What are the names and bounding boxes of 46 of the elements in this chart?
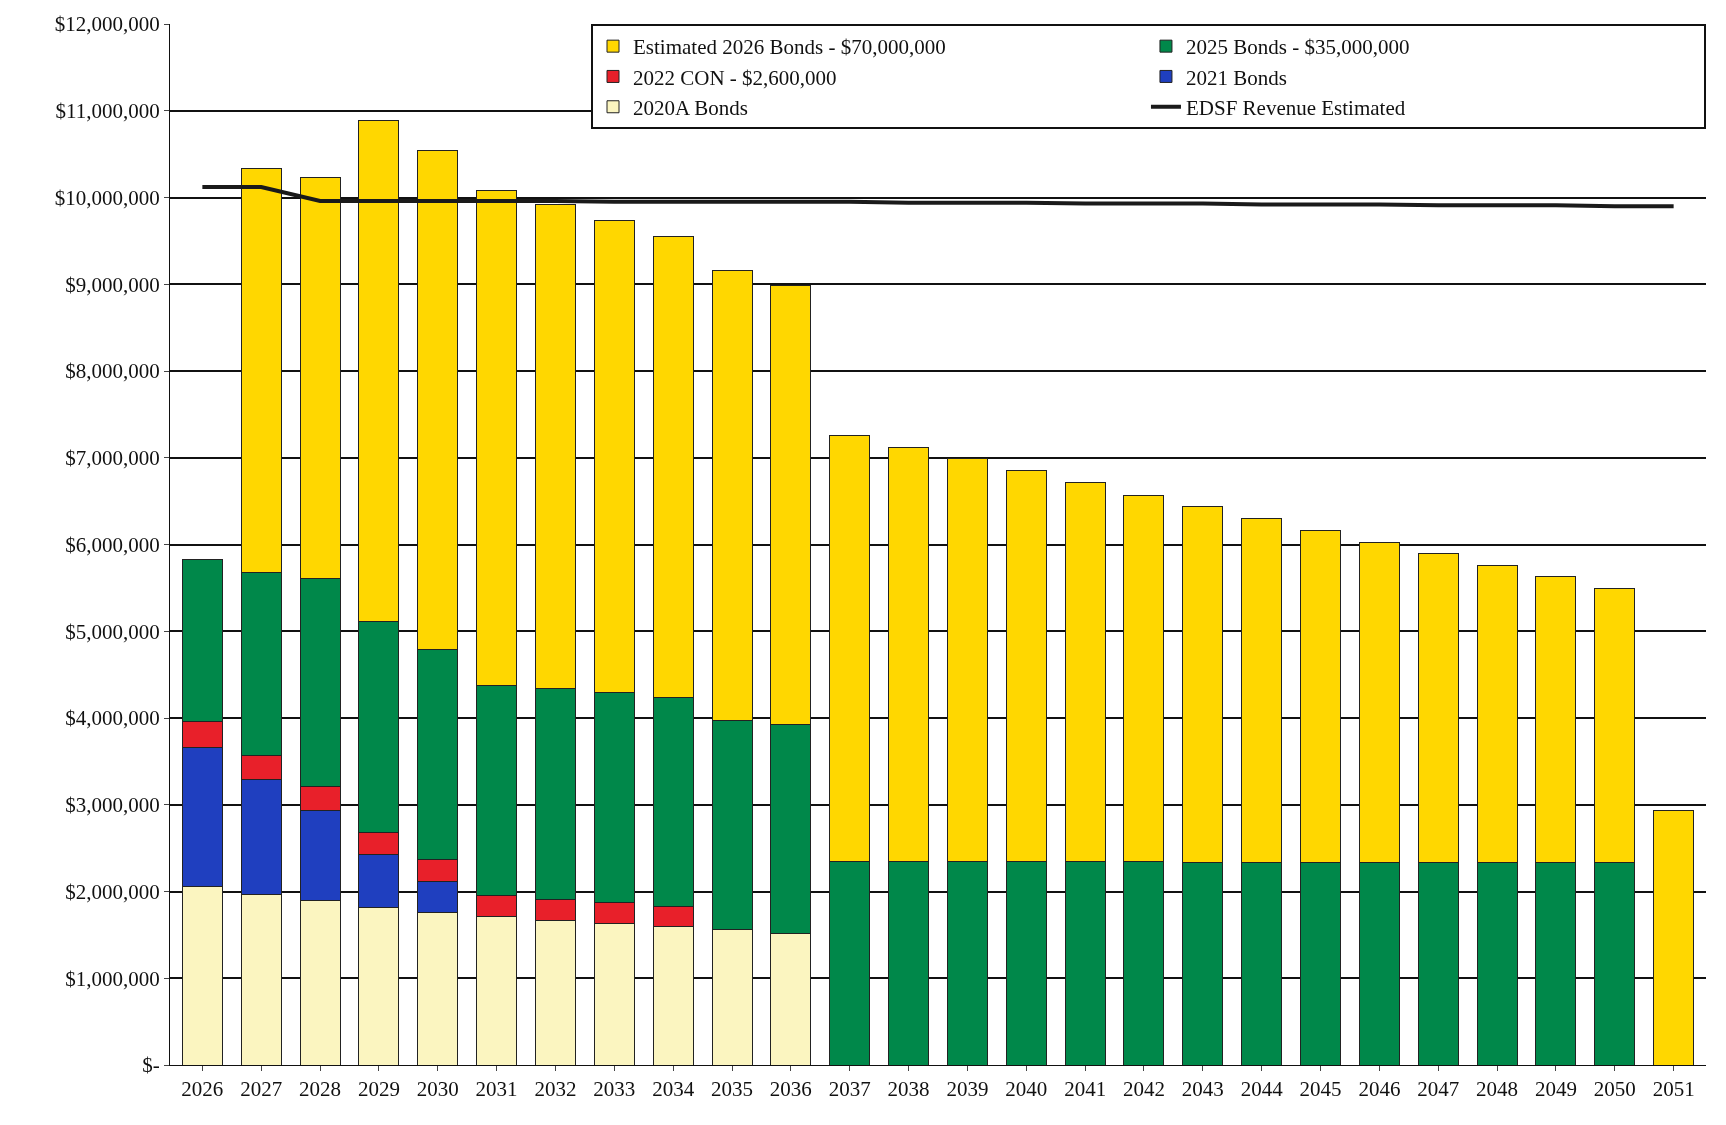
y-tick-label: $3,000,000 xyxy=(65,793,160,818)
y-tick-label: $6,000,000 xyxy=(65,532,160,557)
x-tick-label: 2049 xyxy=(1534,1077,1577,1102)
x-tick-label: 2035 xyxy=(711,1077,754,1102)
legend-label: EDSF Revenue Estimated xyxy=(1185,95,1406,120)
y-tick-label: $8,000,000 xyxy=(65,359,160,384)
x-tick-label: 2036 xyxy=(769,1077,812,1102)
x-tick-label: 2043 xyxy=(1181,1077,1224,1102)
x-tick-label: 2046 xyxy=(1358,1077,1401,1102)
y-tick-label: $5,000,000 xyxy=(65,619,160,644)
legend-label: 2021 Bonds xyxy=(1185,65,1287,90)
x-tick-label: 2033 xyxy=(593,1077,636,1102)
y-tick-label: $7,000,000 xyxy=(65,446,160,471)
y-tick-label: $- xyxy=(142,1053,160,1078)
y-tick-label: $10,000,000 xyxy=(54,185,160,210)
x-tick-label: 2027 xyxy=(240,1077,283,1102)
legend-label: Estimated 2026 Bonds - $70,000,000 xyxy=(633,35,946,60)
x-tick-label: 2029 xyxy=(357,1077,400,1102)
y-tick-label: $12,000,000 xyxy=(54,12,160,37)
x-tick-label: 2031 xyxy=(475,1077,518,1102)
x-tick-label: 2045 xyxy=(1299,1077,1342,1102)
x-tick-label: 2039 xyxy=(946,1077,989,1102)
y-tick-label: $9,000,000 xyxy=(65,272,160,297)
y-tick-label: $4,000,000 xyxy=(65,706,160,731)
x-tick-label: 2037 xyxy=(828,1077,871,1102)
legend-label: 2022 CON - $2,600,000 xyxy=(633,65,837,90)
x-tick-label: 2051 xyxy=(1652,1077,1695,1102)
y-tick-label: $11,000,000 xyxy=(55,99,160,124)
x-tick-label: 2028 xyxy=(299,1077,342,1102)
x-tick-label: 2047 xyxy=(1417,1077,1460,1102)
y-tick-label: $2,000,000 xyxy=(65,879,160,904)
x-tick-label: 2038 xyxy=(887,1077,930,1102)
x-tick-label: 2032 xyxy=(534,1077,577,1102)
x-tick-label: 2034 xyxy=(652,1077,695,1102)
x-tick-label: 2040 xyxy=(1005,1077,1048,1102)
x-tick-label: 2041 xyxy=(1064,1077,1107,1102)
x-tick-label: 2048 xyxy=(1476,1077,1519,1102)
x-tick-label: 2030 xyxy=(416,1077,459,1102)
legend-label: 2020A Bonds xyxy=(633,95,748,120)
x-tick-label: 2042 xyxy=(1122,1077,1165,1102)
y-tick-label: $1,000,000 xyxy=(65,966,160,991)
x-tick-label: 2050 xyxy=(1593,1077,1636,1102)
x-tick-label: 2026 xyxy=(181,1077,224,1102)
bar xyxy=(1653,810,1695,1065)
legend-label: 2025 Bonds - $35,000,000 xyxy=(1185,35,1410,60)
x-tick-label: 2044 xyxy=(1240,1077,1284,1102)
